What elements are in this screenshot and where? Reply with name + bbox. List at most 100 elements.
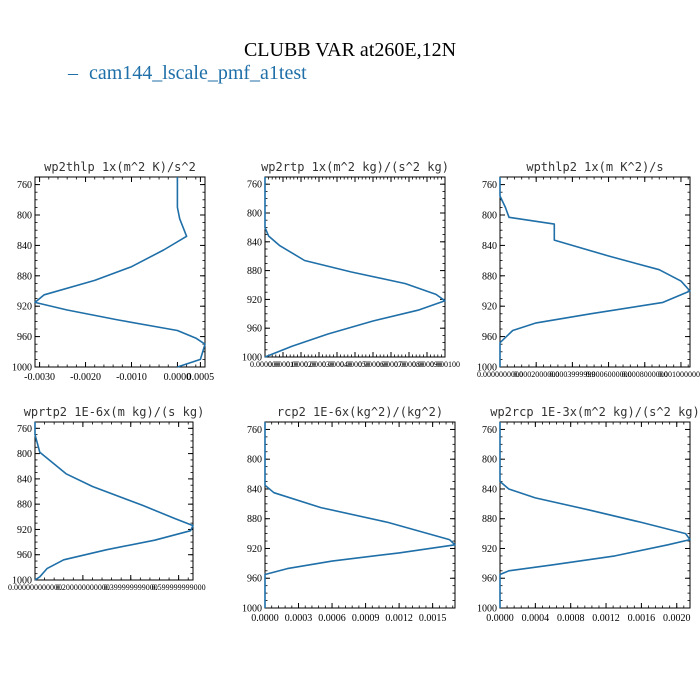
x-tick-label: 0.0000 [164,372,192,383]
y-tick-label: 1000 [477,363,497,374]
x-tick-label: 0.599999999000 [152,583,206,592]
y-tick-label: 920 [482,302,497,313]
series-line [499,422,691,608]
y-tick-label: 960 [17,550,32,561]
x-tick-label: 0.0008000000 [622,370,668,379]
panel-1: wp2thlp 1x(m^2 K)/s^2 760 800 840 880 920 960 1… [12,160,214,383]
x-tick-label: 0.0012 [592,613,620,624]
y-tick-label: 840 [17,241,32,252]
legend-label: cam144_lscale_pmf_a1test [89,62,307,84]
x-tick-label: 0.0006 [318,613,346,624]
x-tick-label: 0.000020 [286,360,316,369]
panel-title: wpthlp2 1x(m K^2)/s [526,160,663,174]
y-tick-label: 760 [17,180,32,191]
y-tick-label: 800 [482,211,497,222]
panel-title: wp2thlp 1x(m^2 K)/s^2 [44,160,196,174]
x-tick-label: 0.0000000000 [477,370,523,379]
x-tick-label: 0.0004 [522,613,550,624]
y-tick-label: 960 [17,332,32,343]
panel-5: rcp2 1E-6x(kg^2)/(kg^2) 760 800 840 880 920 96… [242,405,456,624]
plot-frame [34,176,206,368]
x-tick-label: 0.000100 [430,360,460,369]
y-tick-label: 760 [17,424,32,435]
y-tick-label: 1000 [242,353,262,364]
panel-6: wp2rcp 1E-3x(m^2 kg)/(s^2 kg) 760 800 840 88… [477,405,700,624]
x-tick-label: 0.0016 [628,613,656,624]
x-tick-label: 0.0008 [557,613,585,624]
x-tick-label: -0.0030 [24,372,55,383]
y-tick-label: 840 [482,484,497,495]
x-tick-label: 0.0015 [419,613,447,624]
y-tick-label: 760 [482,425,497,436]
y-tick-label: 760 [247,425,262,436]
plot-frame [34,421,194,581]
x-tick-label: 0.000090 [412,360,442,369]
x-tick-label: 0.0000 [486,613,514,624]
y-tick-label: 880 [482,271,497,282]
y-tick-label: 840 [17,474,32,485]
plot-frame [499,176,691,368]
x-tick-label: -0.0010 [116,372,147,383]
y-tick-label: 920 [247,544,262,555]
legend: – cam144_lscale_pmf_a1test [67,62,307,84]
panel-title: rcp2 1E-6x(kg^2)/(kg^2) [277,405,443,419]
x-tick-label: 0.0002000000 [513,370,559,379]
panel-title: wp2rcp 1E-3x(m^2 kg)/(s^2 kg) [490,405,700,419]
figure-title: CLUBB VAR at260E,12N [244,39,456,61]
y-tick-label: 960 [482,332,497,343]
x-tick-label: 0.000000 [250,360,280,369]
y-tick-label: 1000 [242,604,262,615]
panel-title: wp2rtp 1x(m^2 kg)/(s^2 kg) [261,160,449,174]
y-tick-label: 920 [17,302,32,313]
panel-4: wprtp2 1E-6x(m kg)/(s kg) 760 800 840 880 920… [8,405,206,592]
y-tick-label: 800 [17,211,32,222]
series-line [499,177,691,367]
y-tick-label: 1000 [12,576,32,587]
x-tick-label: 0.0000 [251,613,279,624]
y-tick-label: 920 [482,544,497,555]
x-tick-label: 0.399999999000 [104,583,158,592]
legend-dash: – [67,62,79,84]
y-tick-label: 920 [17,525,32,536]
y-tick-label: 960 [482,574,497,585]
y-tick-label: 880 [17,271,32,282]
x-tick-label: 0.0003 [285,613,313,624]
y-tick-label: 880 [247,266,262,277]
y-tick-label: 880 [247,514,262,525]
x-tick-label: 0.000080 [394,360,424,369]
y-tick-label: 880 [17,500,32,511]
x-tick-label: 0.0009 [352,613,380,624]
x-tick-label: 0.000040 [322,360,352,369]
y-tick-label: 800 [247,209,262,220]
x-tick-label: 0.000060 [358,360,388,369]
x-tick-label: 0.0010000000 [658,370,700,379]
y-tick-label: 960 [247,574,262,585]
x-tick-label: 0.0005 [187,372,215,383]
y-tick-label: 760 [247,180,262,191]
y-tick-label: 800 [247,455,262,466]
y-tick-label: 840 [482,241,497,252]
x-tick-label: 0.0012 [385,613,413,624]
x-tick-label: 0.000000000000 [8,583,62,592]
x-tick-label: 0.0020 [663,613,691,624]
x-tick-label: 0.0006000000 [586,370,632,379]
series-line [34,422,194,581]
y-tick-label: 840 [247,484,262,495]
x-tick-label: 0.000070 [376,360,406,369]
panel-2: wp2rtp 1x(m^2 kg)/(s^2 kg) 760 800 840 880 92… [242,160,460,369]
y-tick-label: 1000 [477,604,497,615]
x-tick-label: 0.000050 [340,360,370,369]
y-tick-label: 840 [247,237,262,248]
y-tick-label: 760 [482,180,497,191]
plot-frame [499,421,691,609]
y-tick-label: 880 [482,514,497,525]
y-tick-label: 960 [247,324,262,335]
x-tick-label: 0.0003999999 [549,370,595,379]
y-tick-label: 800 [482,455,497,466]
y-tick-label: 1000 [12,363,32,374]
plot-frame [264,421,456,609]
y-tick-label: 800 [17,449,32,460]
x-tick-label: 0.000010 [268,360,298,369]
series-line [264,422,456,608]
